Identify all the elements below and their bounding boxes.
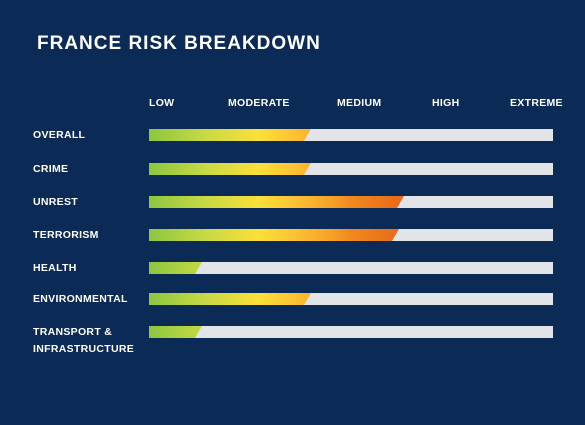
row-label-terrorism: TERRORISM: [33, 227, 99, 244]
bar-track-terrorism: [149, 229, 553, 241]
row-label-unrest: UNREST: [33, 194, 78, 211]
row-label-transport-infrastructure: TRANSPORT & INFRASTRUCTURE: [33, 324, 134, 358]
row-label-line: OVERALL: [33, 129, 86, 141]
bar-fill-crime: [149, 163, 311, 175]
row-label-line: INFRASTRUCTURE: [33, 343, 135, 355]
scale-label-moderate: MODERATE: [228, 97, 290, 109]
bar-track-crime: [149, 163, 553, 175]
bar-fill-terrorism: [149, 229, 399, 241]
row-label-line: CRIME: [33, 163, 69, 175]
row-label-line: TERRORISM: [33, 229, 99, 241]
bar-fill-unrest: [149, 196, 404, 208]
bar-track-transport-infrastructure: [149, 326, 553, 338]
bar-track-health: [149, 262, 553, 274]
scale-label-low: LOW: [149, 97, 175, 109]
scale-label-extreme: EXTREME: [510, 97, 563, 109]
row-label-line: TRANSPORT &: [33, 326, 113, 338]
row-label-line: ENVIRONMENTAL: [33, 293, 128, 305]
bar-fill-health: [149, 262, 202, 274]
bar-track-environmental: [149, 293, 553, 305]
row-label-health: HEALTH: [33, 260, 77, 277]
bar-fill-transport-infrastructure: [149, 326, 202, 338]
row-label-crime: CRIME: [33, 161, 68, 178]
row-label-overall: OVERALL: [33, 127, 85, 144]
scale-label-medium: MEDIUM: [337, 97, 382, 109]
row-label-line: UNREST: [33, 196, 78, 208]
chart-title: FRANCE RISK BREAKDOWN: [37, 33, 321, 54]
scale-label-high: HIGH: [432, 97, 460, 109]
row-label-environmental: ENVIRONMENTAL: [33, 291, 128, 308]
bar-track-unrest: [149, 196, 553, 208]
bar-fill-overall: [149, 129, 311, 141]
bar-fill-environmental: [149, 293, 311, 305]
row-label-line: HEALTH: [33, 262, 77, 274]
bar-track-overall: [149, 129, 553, 141]
